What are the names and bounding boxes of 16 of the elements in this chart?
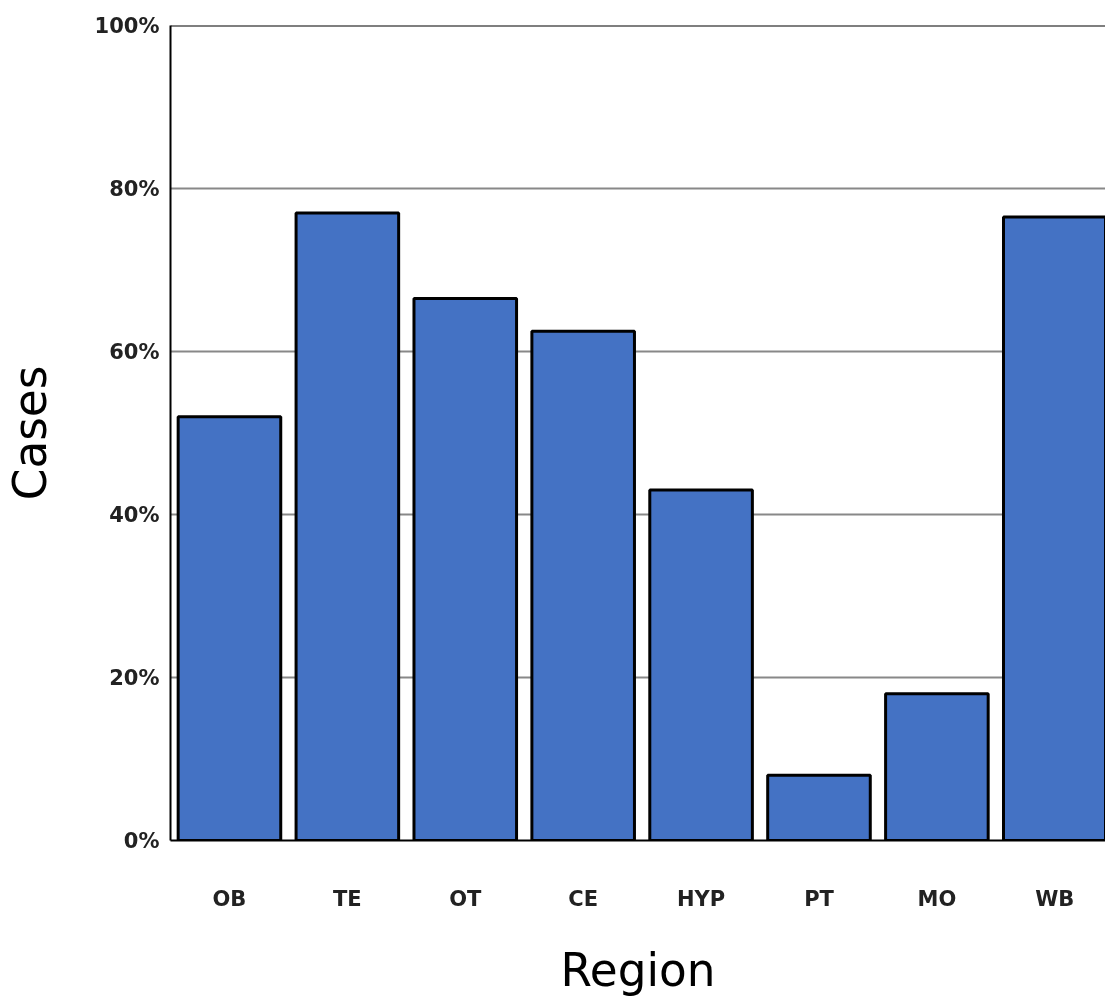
- x-tick-label: TE: [333, 886, 362, 911]
- y-tick-label: 40%: [109, 502, 160, 527]
- x-tick-label: WB: [1035, 886, 1075, 911]
- x-tick-label: MO: [917, 886, 957, 911]
- y-axis-title: Cases: [3, 365, 57, 501]
- x-tick-label: OT: [449, 886, 483, 911]
- x-tick-label: CE: [568, 886, 599, 911]
- x-tick-label: PT: [804, 886, 835, 911]
- x-tick-label: OB: [212, 886, 247, 911]
- y-tick-label: 60%: [109, 339, 160, 364]
- x-axis-title: Region: [560, 943, 716, 997]
- y-tick-label: 20%: [109, 665, 160, 690]
- y-tick-label: 80%: [109, 176, 160, 201]
- y-tick-label: 0%: [123, 828, 160, 853]
- x-tick-label: HYP: [676, 886, 726, 911]
- y-tick-label: 100%: [94, 13, 160, 38]
